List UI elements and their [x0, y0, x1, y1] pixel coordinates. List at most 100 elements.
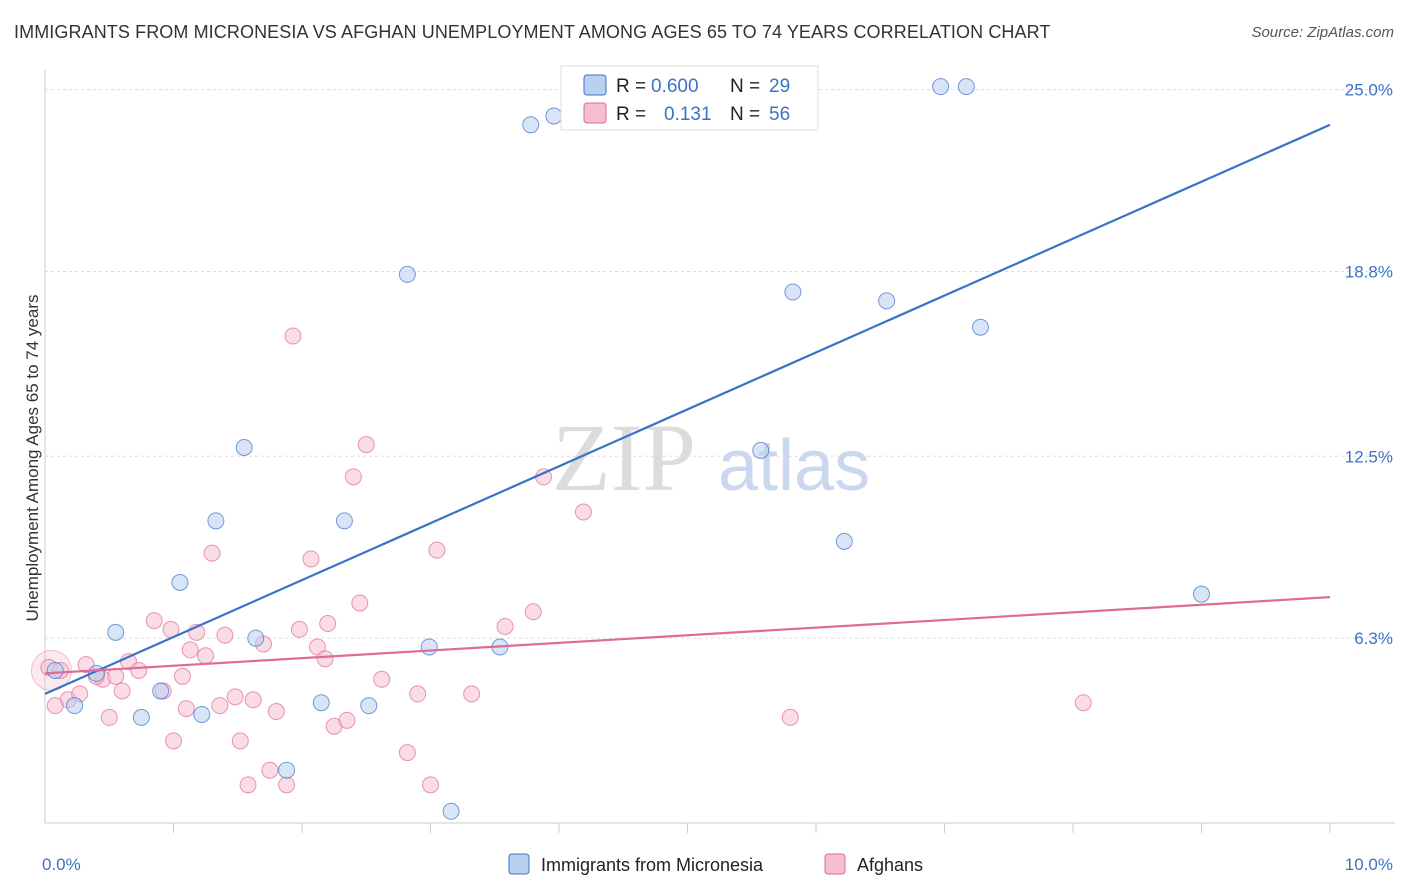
- x-tick-label-max: 10.0%: [1345, 855, 1393, 874]
- afghans-point: [398, 744, 416, 762]
- afghans-point: [524, 603, 542, 621]
- afghans-point: [203, 544, 221, 562]
- watermark: ZIP atlas: [552, 404, 870, 511]
- micronesia-point: [398, 265, 416, 283]
- afghans-point: [496, 617, 514, 635]
- bottom-legend-label-micronesia: Immigrants from Micronesia: [541, 855, 764, 875]
- afghans-point: [409, 685, 427, 703]
- watermark-atlas: atlas: [718, 426, 870, 506]
- micronesia-point: [207, 512, 225, 530]
- afghans-point: [244, 691, 262, 709]
- legend-r-label-afghans: R =: [616, 104, 646, 125]
- afghans-point: [46, 697, 64, 715]
- micronesia-point: [545, 107, 563, 125]
- x-tick-label-min: 0.0%: [42, 855, 81, 874]
- micronesia-point: [171, 573, 189, 591]
- afghans-point: [197, 647, 215, 665]
- afghans-point: [357, 436, 375, 454]
- afghans-point: [107, 667, 125, 685]
- micronesia-point: [107, 623, 125, 641]
- series-legend: Immigrants from Micronesia Afghans: [508, 853, 923, 875]
- afghans-point: [181, 641, 199, 659]
- afghans-point: [373, 670, 391, 688]
- legend-swatch-micronesia: [583, 74, 607, 96]
- legend-r-label-micronesia: R =: [616, 76, 646, 97]
- afghans-point: [267, 703, 285, 721]
- afghans-point: [302, 550, 320, 568]
- micronesia-point: [46, 661, 64, 679]
- micronesia-point: [522, 116, 540, 134]
- micronesia-point: [957, 78, 975, 96]
- afghans-point: [319, 615, 337, 633]
- micronesia-point: [193, 705, 211, 723]
- afghans-point: [165, 732, 182, 750]
- micronesia-point: [132, 708, 150, 726]
- afghans-point: [226, 688, 244, 706]
- legend-n-label-micronesia: N =: [730, 76, 760, 97]
- afghans-point: [574, 503, 592, 521]
- afghans-point: [308, 638, 326, 656]
- trend-lines: [44, 123, 1331, 695]
- y-axis-title: Unemployment Among Ages 65 to 74 years: [23, 295, 42, 622]
- micronesia-point: [420, 638, 438, 656]
- micronesia-trend-line: [44, 123, 1331, 695]
- afghans-point: [130, 661, 148, 679]
- correlation-legend: R = 0.600 N = 29 R = 0.131 N = 56: [560, 65, 819, 131]
- chart-title: IMMIGRANTS FROM MICRONESIA VS AFGHAN UNE…: [14, 22, 1051, 42]
- afghans-point: [231, 732, 249, 750]
- micronesia-point: [835, 532, 853, 550]
- micronesia-point: [278, 761, 296, 779]
- legend-r-micronesia: 0.600: [651, 76, 699, 97]
- afghans-point: [211, 697, 229, 715]
- afghans-point: [113, 682, 131, 700]
- afghans-point: [781, 708, 799, 726]
- x-tick-labels: 0.0% 10.0%: [42, 855, 1393, 874]
- micronesia-point: [312, 694, 330, 712]
- micronesia-point: [152, 682, 170, 700]
- afghans-trend-line: [44, 596, 1331, 675]
- source-label: Source: ZipAtlas.com: [1251, 24, 1394, 41]
- afghans-point: [422, 776, 439, 794]
- afghans-point: [261, 761, 279, 779]
- y-tick-label: 18.8%: [1345, 262, 1393, 281]
- micronesia-point: [335, 512, 353, 530]
- afghans-point: [278, 776, 296, 794]
- afghans-point: [284, 327, 302, 345]
- micronesia-point: [66, 697, 84, 715]
- afghans-point: [216, 626, 234, 644]
- gridlines: [45, 89, 1395, 639]
- micronesia-point: [878, 292, 896, 310]
- afghans-point: [344, 468, 362, 486]
- micronesia-point: [752, 441, 770, 459]
- afghans-point: [463, 685, 481, 703]
- legend-n-label-afghans: N =: [730, 104, 760, 125]
- legend-r-afghans: 0.131: [664, 104, 712, 125]
- y-tick-label: 6.3%: [1354, 629, 1393, 648]
- afghans-point: [173, 667, 191, 685]
- micronesia-point: [784, 283, 802, 301]
- micronesia-point: [1193, 585, 1210, 603]
- micronesia-point: [235, 439, 253, 456]
- afghans-point: [316, 650, 334, 668]
- micronesia-point: [442, 802, 460, 820]
- y-tick-labels: 6.3% 12.5% 18.8% 25.0%: [1345, 81, 1393, 649]
- y-tick-label: 25.0%: [1345, 81, 1393, 100]
- legend-n-micronesia: 29: [769, 76, 790, 97]
- data-points: [30, 78, 1210, 820]
- axes: [44, 70, 1395, 833]
- micronesia-point: [932, 78, 950, 96]
- legend-n-afghans: 56: [769, 104, 790, 125]
- watermark-zip: ZIP: [552, 404, 696, 511]
- afghans-point: [351, 594, 369, 612]
- y-tick-label: 12.5%: [1345, 447, 1393, 466]
- legend-swatch-afghans: [583, 102, 607, 124]
- afghans-point: [145, 612, 163, 630]
- bottom-legend-swatch-micronesia: [508, 853, 530, 875]
- afghans-point: [338, 711, 356, 729]
- afghans-point: [1074, 694, 1092, 712]
- afghans-point: [100, 708, 118, 726]
- bottom-legend-label-afghans: Afghans: [857, 855, 923, 875]
- afghans-point: [290, 620, 308, 638]
- micronesia-point: [360, 697, 378, 715]
